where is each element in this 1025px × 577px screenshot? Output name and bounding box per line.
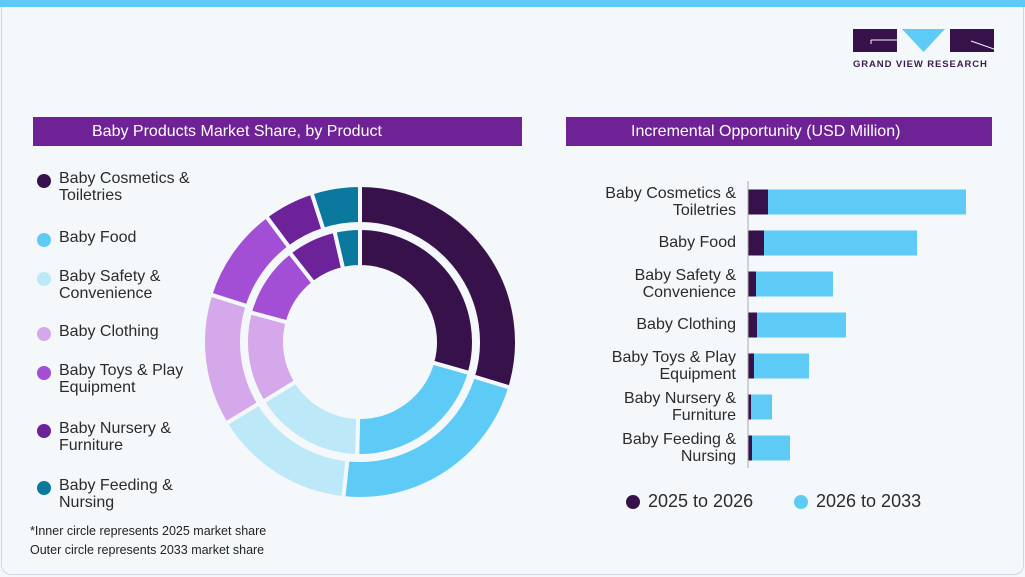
legend-label: Baby Feeding & Nursing xyxy=(59,477,173,511)
legend-swatch xyxy=(37,174,51,188)
donut-chart xyxy=(201,182,519,501)
legend-swatch xyxy=(37,327,51,341)
bar-label-baby-nursery-and-furniture: Baby Nursery & Furniture xyxy=(623,390,736,424)
legend-swatch xyxy=(37,272,51,286)
brand-name: GRAND VIEW RESEARCH xyxy=(853,59,988,70)
card-frame xyxy=(1,7,1024,575)
legend-label: Baby Food xyxy=(59,229,137,246)
top-accent-bar xyxy=(0,0,1025,7)
legend-label-2026-2033: 2026 to 2033 xyxy=(816,491,922,511)
legend-label: Baby Toys & Play Equipment xyxy=(59,362,184,396)
legend-label-2025-2026: 2025 to 2026 xyxy=(648,491,754,511)
inner-circle-note: *Inner circle represents 2025 market sha… xyxy=(30,524,267,538)
legend-swatch xyxy=(37,233,51,247)
legend-swatch-2025-2026 xyxy=(626,495,640,509)
bar-label-baby-toys-and-play-equipment: Baby Toys & Play Equipment xyxy=(611,349,736,383)
gvr-logo xyxy=(853,29,994,52)
legend-label: Baby Nursery & Furniture xyxy=(59,420,172,454)
left-panel-title-banner: Baby Products Market Share, by Product xyxy=(33,117,522,146)
bar-label-baby-cosmetics-and-toiletries: Baby Cosmetics & Toiletries xyxy=(605,185,736,219)
right-panel-title-banner: Incremental Opportunity (USD Million) xyxy=(566,117,992,146)
legend-label: Baby Safety & Convenience xyxy=(59,268,161,302)
outer-circle-note: Outer circle represents 2033 market shar… xyxy=(30,543,265,557)
inner-slice-baby-feeding-and-nursing xyxy=(332,225,362,272)
bar-label-baby-food: Baby Food xyxy=(658,234,736,251)
bar-label-baby-safety-and-convenience: Baby Safety & Convenience xyxy=(634,267,736,301)
legend-label: Baby Cosmetics & Toiletries xyxy=(59,170,190,204)
bar-label-baby-clothing: Baby Clothing xyxy=(636,316,736,333)
outer-slice-baby-feeding-and-nursing xyxy=(308,182,362,233)
bar-label-baby-feeding-and-nursing: Baby Feeding & Nursing xyxy=(622,431,736,465)
right-panel-title: Incremental Opportunity (USD Million) xyxy=(631,123,901,140)
legend-swatch xyxy=(37,424,51,438)
legend-swatch xyxy=(37,481,51,495)
legend-swatch-2026-2033 xyxy=(794,495,808,509)
legend-label: Baby Clothing xyxy=(59,323,159,340)
legend-swatch xyxy=(37,366,51,380)
left-panel-title: Baby Products Market Share, by Product xyxy=(92,123,382,140)
